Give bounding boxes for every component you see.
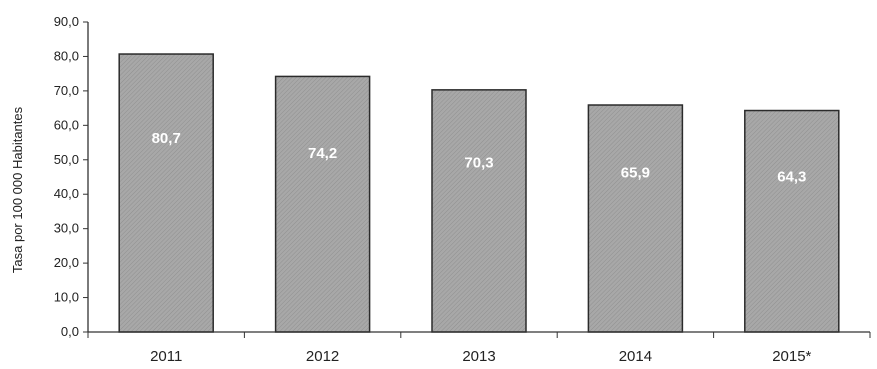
bar [744, 109, 840, 333]
data-label: 74,2 [308, 145, 337, 162]
y-tick-label: 20,0 [54, 255, 79, 270]
x-tick-label: 2011 [150, 348, 182, 365]
x-axis: 2011 2012 2013 2014 2015* [87, 331, 871, 365]
bars: 80,7 74,2 70,3 65,9 64,3 [118, 53, 840, 333]
y-tick-label: 30,0 [54, 221, 79, 236]
y-tick-label: 70,0 [54, 83, 79, 98]
y-axis: 0,0 10,0 20,0 30,0 40,0 50,0 60,0 70,0 80,0 90,0 [54, 14, 89, 339]
y-tick-label: 40,0 [54, 186, 79, 201]
data-label: 65,9 [621, 165, 650, 182]
x-tick-label: 2015* [772, 348, 811, 365]
data-label: 80,7 [152, 130, 181, 147]
x-tick-label: 2014 [619, 348, 652, 365]
x-tick-label: 2012 [306, 348, 339, 365]
y-axis-title: Tasa por 100 000 Habitantes [10, 106, 25, 273]
data-label: 64,3 [777, 168, 806, 185]
y-tick-label: 90,0 [54, 14, 79, 29]
bar [431, 89, 527, 333]
y-tick-label: 80,0 [54, 48, 79, 63]
x-tick-label: 2013 [462, 348, 495, 365]
bar [587, 104, 684, 333]
bar [118, 53, 214, 333]
data-label: 70,3 [464, 154, 493, 171]
y-tick-label: 10,0 [54, 290, 79, 305]
y-tick-label: 60,0 [54, 117, 79, 132]
y-tick-label: 0,0 [61, 324, 79, 339]
y-tick-label: 50,0 [54, 152, 79, 167]
bar [274, 75, 371, 333]
